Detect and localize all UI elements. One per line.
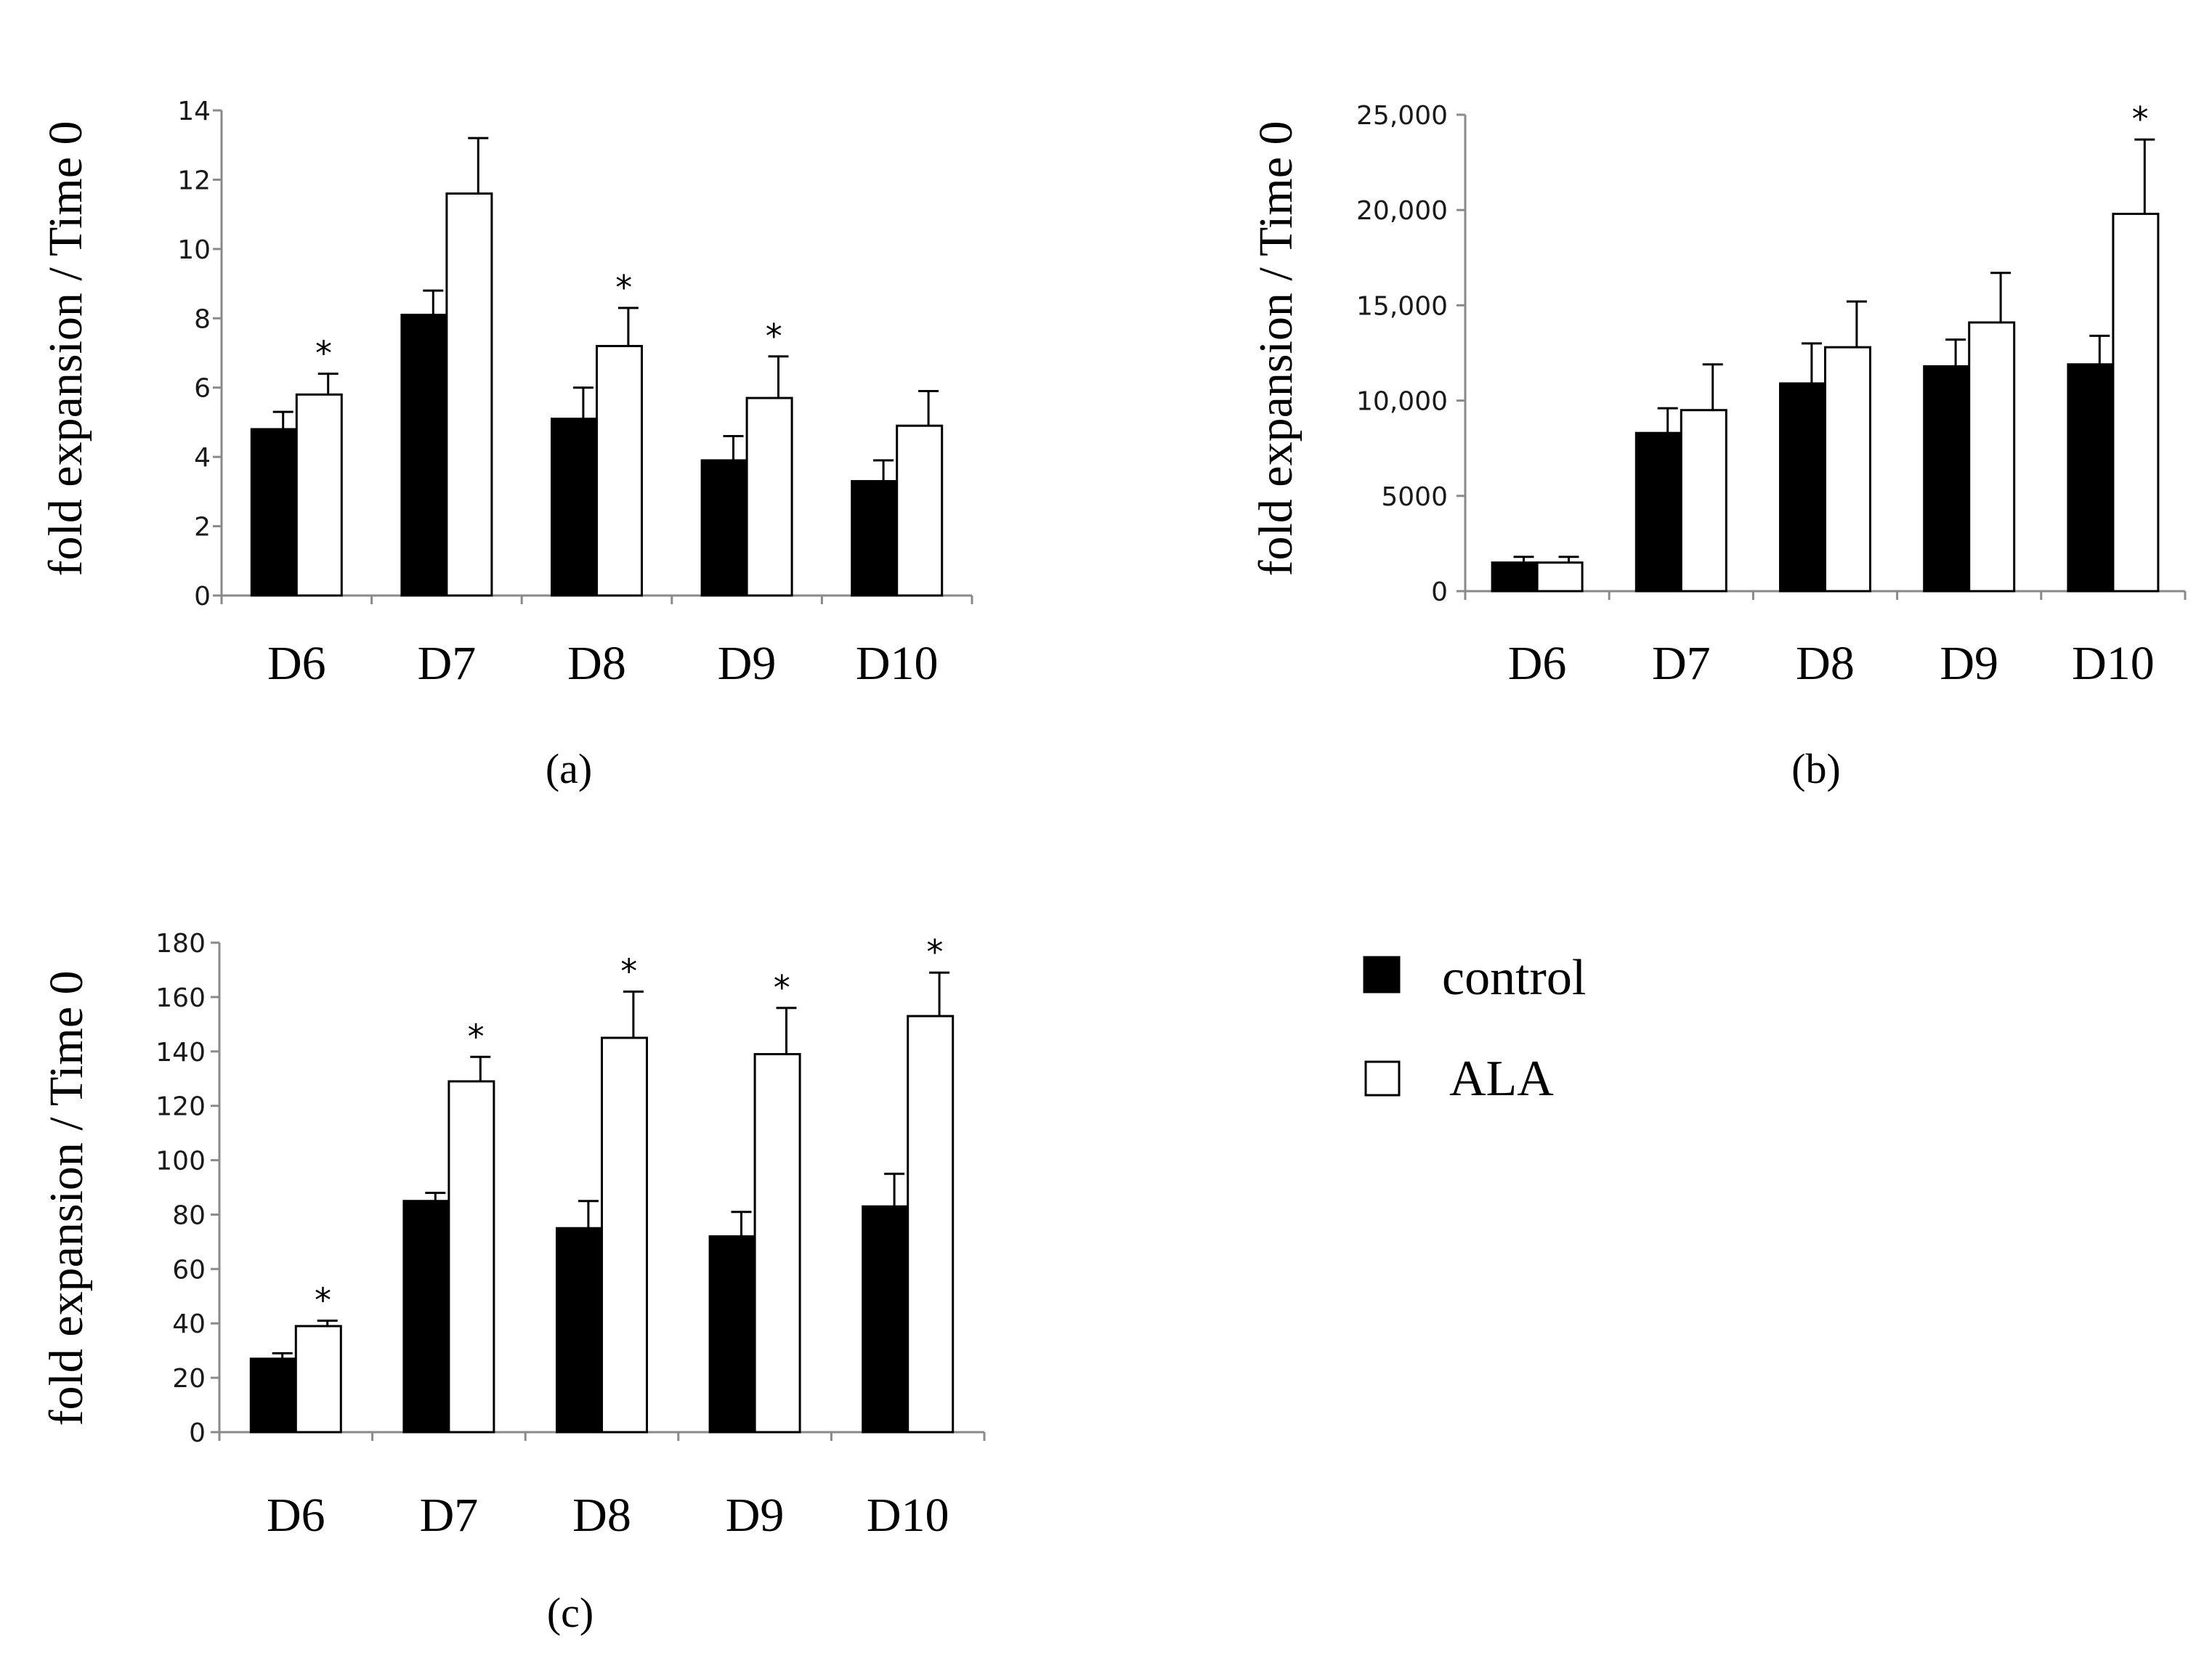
bar-control-d7 <box>1634 431 1682 593</box>
x-category-label: D8 <box>572 1489 631 1542</box>
y-tick-label: 100 <box>155 1147 206 1177</box>
significance-star: * <box>315 1280 331 1320</box>
bar-ala-d8 <box>601 1036 648 1434</box>
significance-star: * <box>620 951 637 991</box>
legend: control ALA <box>1363 950 1586 1107</box>
bar-control-d6 <box>250 428 298 597</box>
bar-control-d9 <box>700 459 748 597</box>
significance-star: * <box>315 334 332 373</box>
y-tick-label: 5000 <box>1381 482 1448 512</box>
y-tick-label: 20,000 <box>1356 196 1448 226</box>
chart-b: 0 5000 10,000 15,000 20,000 25,000 D6 D7 D8 D9 * D1… <box>1249 99 2187 792</box>
bar-control-d9 <box>708 1235 756 1434</box>
bar-control-d8 <box>551 418 598 597</box>
chart-a: 0 2 4 6 8 10 12 14 * D6 D7 * D8 * D9 D10 fold expansion … <box>39 97 973 792</box>
bar-ala-d9 <box>753 1053 801 1434</box>
x-category-label: D7 <box>1652 637 1711 690</box>
bar-ala-d7 <box>445 192 493 597</box>
bar-ala-d6 <box>295 393 343 597</box>
bar-control-d9 <box>1923 365 1971 593</box>
y-tick-label: 0 <box>194 582 211 611</box>
significance-star: * <box>468 1017 485 1056</box>
y-tick-label: 0 <box>189 1418 206 1448</box>
y-axis-label: fold expansion / Time 0 <box>39 121 92 576</box>
y-tick-label: 4 <box>194 443 211 473</box>
bar-ala-d7 <box>1680 409 1727 593</box>
x-category-label: D9 <box>1940 637 1998 690</box>
legend-swatch-ala <box>1364 1060 1401 1097</box>
y-tick-label: 180 <box>155 929 206 959</box>
x-category-label: D6 <box>267 1489 325 1542</box>
x-category-label: D8 <box>1796 637 1855 690</box>
y-tick-label: 2 <box>194 513 211 543</box>
x-category-label: D8 <box>567 637 626 690</box>
legend-swatch-control <box>1363 956 1401 993</box>
bar-control-d8 <box>1779 382 1826 593</box>
y-tick-label: 15,000 <box>1356 291 1448 321</box>
bar-ala-d9 <box>745 397 793 597</box>
bar-control-d10 <box>862 1205 909 1434</box>
bar-ala-d9 <box>1968 321 2016 593</box>
y-tick-label: 160 <box>155 983 206 1013</box>
panel-label: (a) <box>546 745 592 792</box>
y-tick-label: 0 <box>1431 577 1448 607</box>
significance-star: * <box>766 317 782 356</box>
y-tick-label: 80 <box>172 1200 206 1230</box>
significance-star: * <box>2132 99 2149 139</box>
x-category-label: D9 <box>718 637 777 690</box>
bar-ala-d8 <box>1824 346 1871 593</box>
x-category-label: D6 <box>267 637 326 690</box>
significance-star: * <box>926 932 943 972</box>
y-tick-label: 10,000 <box>1356 387 1448 417</box>
panel-label: (b) <box>1791 745 1841 792</box>
y-tick-label: 8 <box>194 304 211 334</box>
bar-ala-d6 <box>294 1325 342 1434</box>
bar-ala-d6 <box>1536 561 1584 593</box>
y-tick-label: 14 <box>177 97 211 126</box>
bar-control-d6 <box>1491 561 1539 593</box>
y-tick-label: 12 <box>177 166 211 195</box>
x-category-label: D6 <box>1508 637 1567 690</box>
bar-control-d10 <box>2067 363 2115 593</box>
y-axis-label: fold expansion / Time 0 <box>1249 121 1303 576</box>
x-category-label: D10 <box>2072 637 2155 690</box>
y-tick-label: 25,000 <box>1356 101 1448 131</box>
x-category-label: D7 <box>418 637 477 690</box>
bar-ala-d10 <box>896 424 944 597</box>
y-tick-label: 40 <box>172 1309 206 1339</box>
y-tick-label: 60 <box>172 1255 206 1285</box>
y-tick-label: 140 <box>155 1038 206 1068</box>
bar-control-d6 <box>249 1357 297 1434</box>
legend-label-control: control <box>1442 950 1586 1006</box>
bar-control-d8 <box>556 1227 603 1434</box>
significance-star: * <box>774 968 790 1007</box>
bar-control-d7 <box>400 314 448 597</box>
significance-star: * <box>615 268 632 307</box>
x-category-label: D9 <box>726 1489 785 1542</box>
bar-ala-d10 <box>907 1015 955 1434</box>
y-axis-label: fold expansion / Time 0 <box>40 970 93 1426</box>
y-tick-label: 120 <box>155 1092 206 1122</box>
panel-label: (c) <box>547 1589 593 1636</box>
chart-c: 0 20 40 60 80 100 120 140 160 180 * D6 * D7 * D8 * D9 * D10… <box>40 929 986 1636</box>
y-tick-label: 6 <box>194 374 211 404</box>
x-category-label: D10 <box>856 637 939 690</box>
y-tick-label: 20 <box>172 1364 206 1394</box>
bar-control-d7 <box>402 1200 450 1434</box>
x-category-label: D10 <box>867 1489 949 1542</box>
bar-ala-d10 <box>2112 212 2160 593</box>
x-category-label: D7 <box>420 1489 479 1542</box>
bar-ala-d7 <box>447 1080 495 1434</box>
bar-control-d10 <box>851 480 899 597</box>
bar-ala-d8 <box>596 344 643 597</box>
y-tick-label: 10 <box>177 235 211 265</box>
legend-label-ala: ALA <box>1449 1051 1554 1107</box>
